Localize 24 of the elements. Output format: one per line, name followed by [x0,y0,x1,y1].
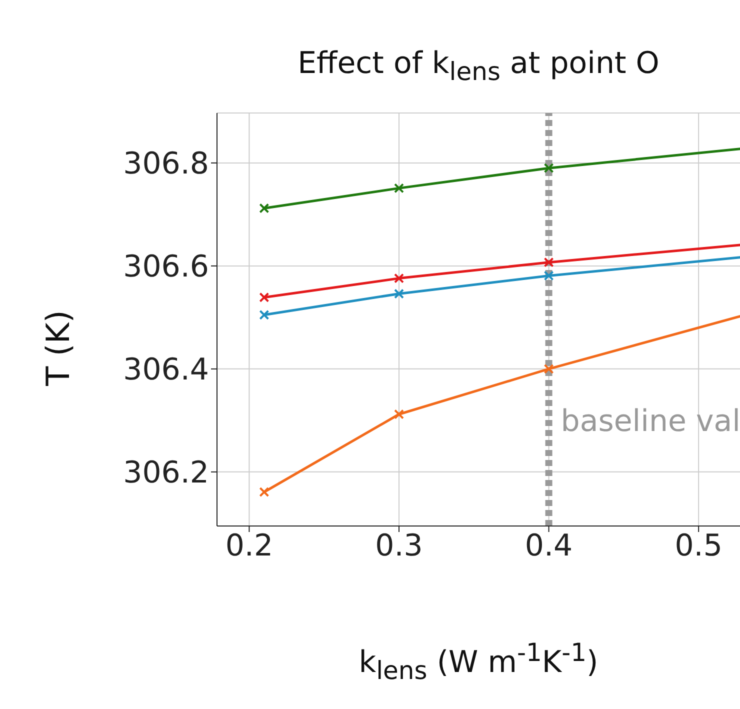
y-tick-label: 306.6 [123,250,209,285]
point [259,310,270,320]
point [544,257,554,268]
point [394,288,404,299]
x-tick-label: 0.4 [524,528,573,564]
point [544,270,554,281]
x-tick-label: 0.2 [225,528,274,564]
y-tick-label: 306.2 [123,456,209,491]
point [394,273,404,284]
point [259,487,270,498]
point [544,163,554,174]
point [259,292,270,302]
chart-title: Effect of k$_{lens}$ at point O [296,46,660,86]
x-axis-title: k$_{lens}$ (W m$^{-1}$K$^{-1}$) [358,638,600,685]
x-tick-label: 0.3 [375,528,423,564]
x-tick-label: 0.5 [674,528,722,564]
y-tick-label: 306.4 [123,352,209,388]
point [259,203,270,214]
point [544,364,554,374]
y-tick-label: 306.8 [123,146,209,182]
ref-line-label: baseline val [560,404,740,440]
y-axis-title: T (K) [39,310,77,386]
point [394,183,404,194]
point [394,409,404,420]
